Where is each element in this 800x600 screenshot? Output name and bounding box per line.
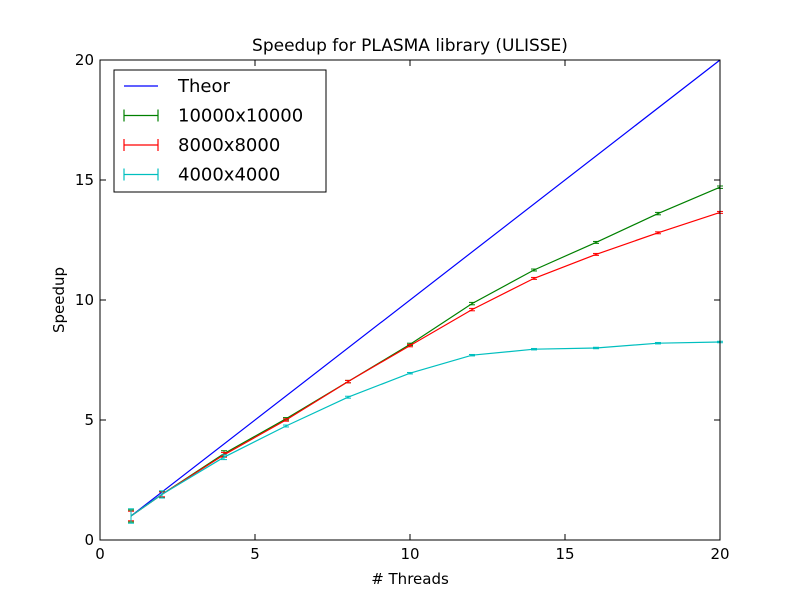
legend: Theor 10000x10000 8000x8000 4000x4000 bbox=[113, 69, 327, 193]
x-tick-label: 10 bbox=[400, 545, 419, 563]
y-tick-label: 15 bbox=[75, 171, 94, 189]
chart-title: Speedup for PLASMA library (ULISSE) bbox=[252, 36, 568, 56]
errorbar-3-8 bbox=[593, 346, 599, 350]
errorbar-1-9 bbox=[655, 211, 661, 216]
legend-item-2: 8000x8000 bbox=[123, 135, 280, 156]
legend-label: 8000x8000 bbox=[178, 135, 280, 156]
errorbar-3-6 bbox=[469, 353, 475, 357]
series-line-2 bbox=[130, 211, 721, 517]
errorbar-3-7 bbox=[531, 347, 537, 351]
legend-item-3: 4000x4000 bbox=[123, 165, 280, 186]
x-axis-label: # Threads bbox=[371, 570, 449, 588]
series-line-1 bbox=[130, 186, 721, 517]
legend-label: Theor bbox=[177, 76, 230, 97]
errorbar-1-7 bbox=[531, 268, 537, 272]
errorbar-2-3 bbox=[283, 418, 289, 422]
series-line-0 bbox=[130, 59, 721, 517]
legend-item-0: Theor bbox=[124, 76, 230, 97]
errorbar-2-9 bbox=[655, 231, 661, 235]
plot-area bbox=[128, 59, 723, 524]
x-tick-label: 5 bbox=[250, 545, 260, 563]
errorbar-3-4 bbox=[345, 395, 351, 399]
errorbar-1-6 bbox=[469, 301, 475, 306]
x-tick-label: 15 bbox=[555, 545, 574, 563]
errorbar-3-0 bbox=[128, 508, 134, 524]
errorbar-3-2 bbox=[221, 454, 227, 461]
errorbar-2-5 bbox=[407, 343, 413, 348]
errorbar-2-7 bbox=[531, 276, 537, 280]
legend-box bbox=[113, 69, 327, 193]
errorbar-3-1 bbox=[159, 490, 165, 499]
errorbar-3-5 bbox=[407, 371, 413, 375]
legend-item-1: 10000x10000 bbox=[123, 106, 303, 127]
errorbar-3-3 bbox=[283, 424, 289, 428]
errorbar-3-9 bbox=[655, 341, 661, 345]
legend-label: 10000x10000 bbox=[178, 106, 303, 127]
x-tick-label: 20 bbox=[710, 545, 729, 563]
legend-label: 4000x4000 bbox=[178, 165, 280, 186]
errorbar-1-8 bbox=[593, 240, 599, 244]
plot-frame bbox=[99, 59, 721, 541]
x-tick-label: 0 bbox=[95, 545, 105, 563]
errorbar-2-4 bbox=[345, 379, 351, 384]
y-tick-label: 0 bbox=[84, 531, 94, 549]
errorbar-2-8 bbox=[593, 252, 599, 256]
errorbar-2-6 bbox=[469, 307, 475, 312]
series-line-3 bbox=[130, 341, 721, 517]
y-axis-label: Speedup bbox=[50, 267, 68, 333]
y-tick-label: 20 bbox=[75, 51, 94, 69]
y-tick-label: 5 bbox=[84, 411, 94, 429]
y-tick-label: 10 bbox=[75, 291, 94, 309]
